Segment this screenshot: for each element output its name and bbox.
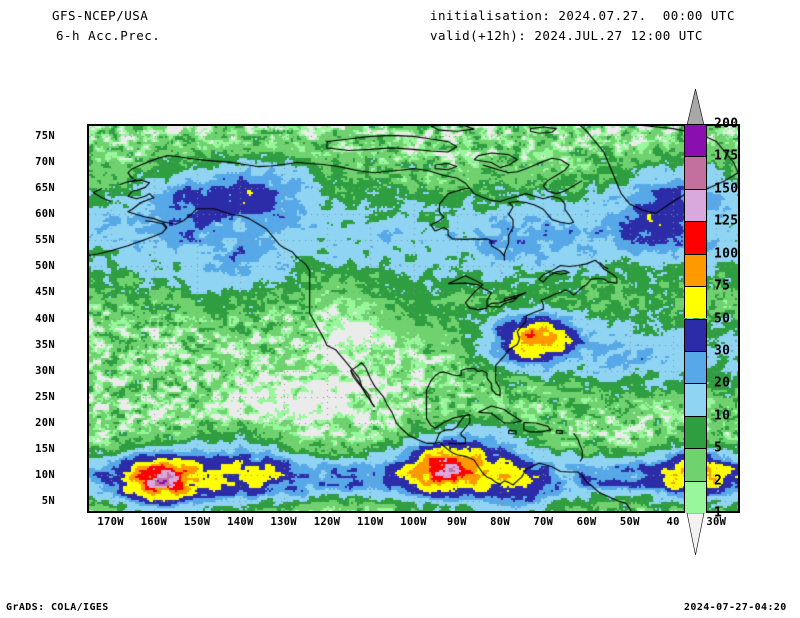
lat-tick-label: 40N: [35, 312, 55, 325]
colorbar-segment: [684, 448, 707, 481]
lon-tick-label: 30W: [706, 516, 727, 528]
lat-tick-label: 30N: [35, 364, 55, 377]
lat-tick-label: 60N: [35, 208, 55, 221]
colorbar-tick-label: 175: [714, 148, 739, 164]
lat-tick-label: 10N: [35, 468, 55, 481]
lon-tick-label: 100W: [400, 516, 427, 528]
triangle-up-icon: [686, 89, 705, 125]
lon-tick-label: 130W: [270, 516, 297, 528]
colorbar-tick-label: 100: [714, 246, 739, 262]
colorbar-tick-label: 10: [714, 408, 731, 424]
colorbar-tick-label: 2: [714, 473, 723, 489]
lat-tick-label: 5N: [41, 494, 55, 507]
lon-tick-label: 60W: [576, 516, 597, 528]
colorbar-tick-label: 150: [714, 181, 739, 197]
lon-tick-label: 150W: [183, 516, 211, 528]
lat-tick-label: 55N: [35, 234, 55, 247]
colorbar-tick-label: 75: [714, 278, 731, 294]
colorbar-tick-label: 30: [714, 343, 731, 359]
colorbar-segment: [684, 188, 707, 222]
lon-tick-label: 140W: [227, 516, 254, 528]
lat-tick-label: 75N: [35, 130, 55, 143]
colorbar-segment: [684, 383, 707, 416]
lat-tick-label: 50N: [35, 260, 55, 273]
colorbar-tick-label: 1: [714, 505, 723, 521]
timestamp-label: 2024-07-27-04:20: [684, 602, 787, 613]
colorbar-segment: [684, 253, 707, 287]
lon-tick-label: 50W: [619, 516, 640, 528]
field-subtitle: 6-h Acc.Prec.: [56, 28, 161, 43]
colorbar-tick-label: 20: [714, 375, 731, 391]
lat-tick-label: 20N: [35, 416, 55, 429]
colorbar-tick-label: 125: [714, 213, 739, 229]
colorbar-tick-label: 5: [714, 440, 723, 456]
colorbar-segment: [684, 156, 707, 189]
colorbar-segment: [684, 221, 707, 254]
triangle-down-icon: [686, 513, 705, 555]
lon-tick-label: 170W: [97, 516, 124, 528]
colorbar-segment: [684, 415, 707, 449]
lat-tick-label: 65N: [35, 182, 55, 195]
colorbar: 1 2 5 10 20 30 50 75 100 125 150 175 200: [684, 117, 738, 521]
lon-tick-label: 90W: [446, 516, 467, 528]
map-raster: [89, 126, 738, 511]
credit-label: GrADS: COLA/IGES: [6, 602, 109, 613]
lat-tick-label: 15N: [35, 442, 55, 455]
lat-tick-label: 45N: [35, 286, 55, 299]
model-title: GFS-NCEP/USA: [52, 8, 149, 23]
colorbar-tick-label: 50: [714, 311, 731, 326]
lat-tick-label: 35N: [35, 338, 55, 351]
lat-tick-label: 25N: [35, 390, 55, 403]
initialisation-time: initialisation: 2024.07.27. 00:00 UTC: [430, 8, 735, 23]
lat-tick-label: 70N: [35, 156, 55, 169]
lon-tick-label: 70W: [533, 516, 554, 528]
colorbar-segment: [684, 350, 707, 384]
colorbar-segment: [684, 124, 707, 157]
precipitation-map: [87, 124, 740, 513]
colorbar-segment: [684, 286, 707, 319]
colorbar-segment: [684, 318, 707, 351]
lon-tick-label: 120W: [313, 516, 341, 528]
colorbar-segment: [684, 480, 707, 513]
colorbar-tick-label: 200: [714, 116, 739, 132]
lon-tick-label: 110W: [356, 516, 384, 528]
lon-tick-label: 80W: [490, 516, 510, 528]
valid-time: valid(+12h): 2024.JUL.27 12:00 UTC: [430, 28, 703, 43]
lon-tick-label: 160W: [140, 516, 168, 528]
lon-tick-label: 40: [666, 516, 680, 528]
